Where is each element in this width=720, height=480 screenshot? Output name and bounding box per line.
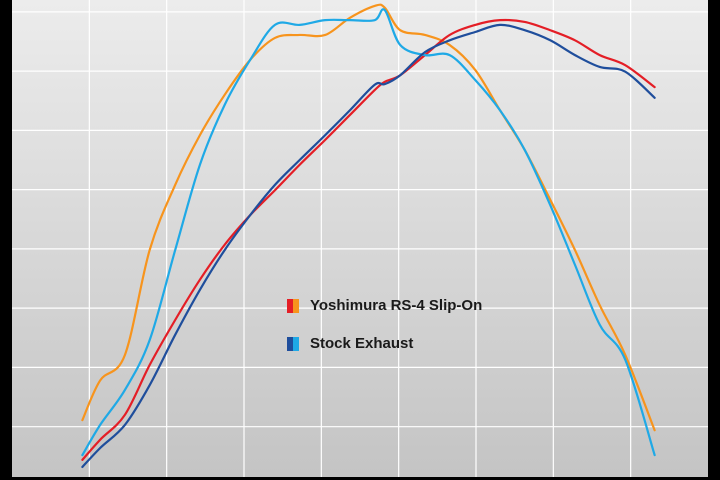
curve	[81, 18, 656, 461]
legend-swatch	[287, 299, 293, 313]
legend: Yoshimura RS-4 Slip-On Stock Exhaust	[287, 297, 482, 352]
curve	[81, 3, 656, 432]
plot-area	[12, 0, 708, 477]
curve	[81, 23, 656, 469]
legend-label: Stock Exhaust	[310, 335, 413, 352]
curve	[81, 8, 656, 457]
legend-swatch	[293, 337, 299, 351]
curves	[81, 3, 656, 469]
legend-label: Yoshimura RS-4 Slip-On	[310, 297, 482, 314]
legend-swatch	[293, 299, 299, 313]
legend-swatch	[287, 337, 293, 351]
